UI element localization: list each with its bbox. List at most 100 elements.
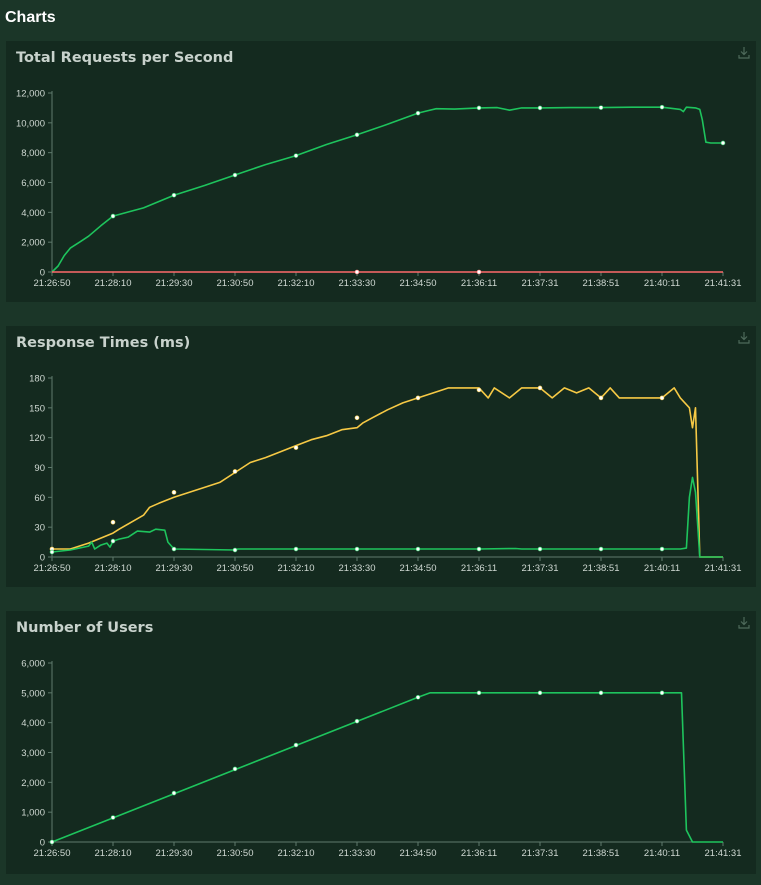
- x-tick-label: 21:41:31: [705, 563, 742, 574]
- x-tick-label: 21:26:50: [34, 278, 71, 289]
- x-tick-label: 21:26:50: [34, 563, 71, 574]
- y-tick-label: 180: [29, 374, 45, 385]
- x-tick-label: 21:36:11: [461, 278, 497, 289]
- series-point: [659, 690, 665, 696]
- series-point: [659, 395, 665, 401]
- series-point: [110, 213, 116, 219]
- y-tick-label: 1,000: [21, 808, 45, 819]
- x-tick-label: 21:26:50: [34, 848, 71, 859]
- series-point: [354, 718, 360, 724]
- response-times-chart: 0 30 60 90 120 150 180 21:26:50 21:28:10 21:29:30…: [29, 374, 742, 575]
- x-tick-label: 21:33:30: [339, 848, 376, 859]
- x-tick-label: 21:40:11: [644, 848, 680, 859]
- y-tick-label: 30: [34, 523, 45, 534]
- series-point: [415, 110, 421, 116]
- x-tick-label: 21:28:10: [95, 848, 132, 859]
- series-point: [49, 549, 55, 555]
- series-point: [293, 546, 299, 552]
- y-tick-label: 5,000: [21, 688, 45, 699]
- series-point: [598, 690, 604, 696]
- x-tick-label: 21:40:11: [644, 278, 680, 289]
- y-tick-label: 10,000: [16, 118, 45, 129]
- series-point: [171, 546, 177, 552]
- x-tick-label: 21:33:30: [339, 278, 376, 289]
- response-times-chart-panel: Response Times (ms) 0 30 60 90 120 150 180 21:2…: [6, 326, 756, 587]
- series-point: [354, 132, 360, 138]
- series-line: [52, 387, 723, 558]
- x-tick-label: 21:36:11: [461, 563, 497, 574]
- series-line: [51, 106, 723, 273]
- x-tick-label: 21:38:51: [583, 278, 620, 289]
- series-point: [293, 742, 299, 748]
- y-tick-label: 0: [40, 838, 45, 849]
- series-point: [476, 690, 482, 696]
- download-icon[interactable]: [737, 616, 751, 630]
- x-tick-label: 21:29:30: [156, 278, 193, 289]
- y-tick-label: 120: [29, 433, 45, 444]
- series-point: [354, 546, 360, 552]
- chart-title: Response Times (ms): [16, 335, 191, 351]
- series-point: [171, 790, 177, 796]
- series-point: [354, 415, 360, 421]
- series-point: [110, 815, 116, 820]
- series-point: [598, 546, 604, 552]
- x-tick-label: 21:32:10: [278, 563, 315, 574]
- x-tick-label: 21:34:50: [400, 563, 437, 574]
- series-point: [415, 395, 421, 401]
- download-icon[interactable]: [737, 46, 751, 60]
- series-point: [232, 172, 238, 178]
- series-point: [232, 547, 238, 553]
- series-point: [598, 105, 604, 110]
- x-tick-label: 21:38:51: [583, 563, 620, 574]
- series-point: [232, 469, 238, 474]
- chart-title: Number of Users: [16, 620, 154, 636]
- series-point: [110, 519, 116, 525]
- series-point: [537, 105, 543, 111]
- y-tick-label: 150: [29, 403, 45, 414]
- x-tick-label: 21:40:11: [644, 563, 680, 574]
- series-point: [354, 269, 360, 275]
- x-tick-label: 21:29:30: [156, 563, 193, 574]
- x-tick-label: 21:37:31: [522, 563, 559, 574]
- series-point: [171, 490, 177, 495]
- series-point: [415, 695, 421, 700]
- x-tick-label: 21:30:50: [217, 848, 254, 859]
- series-point: [537, 546, 543, 552]
- y-tick-label: 12,000: [16, 89, 45, 100]
- series-point: [537, 690, 543, 696]
- users-chart: 0 1,000 2,000 3,000 4,000 5,000 6,000 21:26:50 2…: [21, 659, 742, 860]
- x-tick-label: 21:28:10: [95, 278, 132, 289]
- download-icon[interactable]: [737, 331, 751, 345]
- x-tick-label: 21:36:11: [461, 848, 497, 859]
- y-tick-label: 6,000: [21, 178, 45, 189]
- x-tick-label: 21:32:10: [278, 848, 315, 859]
- series-point: [476, 105, 482, 111]
- y-tick-label: 4,000: [21, 208, 45, 219]
- y-tick-label: 6,000: [21, 659, 45, 670]
- x-tick-label: 21:29:30: [156, 848, 193, 859]
- series-point: [598, 395, 604, 401]
- page-title: Charts: [5, 9, 56, 26]
- x-tick-label: 21:32:10: [278, 278, 315, 289]
- x-tick-label: 21:34:50: [400, 278, 437, 289]
- series-point: [476, 269, 482, 275]
- y-tick-label: 4,000: [21, 718, 45, 729]
- series-point: [476, 546, 482, 552]
- x-tick-label: 21:41:31: [705, 848, 742, 859]
- y-tick-label: 2,000: [21, 778, 45, 789]
- series-point: [659, 546, 665, 552]
- y-tick-label: 60: [34, 493, 45, 504]
- series-point: [476, 387, 482, 393]
- x-tick-label: 21:38:51: [583, 848, 620, 859]
- x-tick-label: 21:37:31: [522, 848, 559, 859]
- y-tick-label: 0: [40, 268, 45, 279]
- y-tick-label: 90: [34, 463, 45, 474]
- chart-title: Total Requests per Second: [16, 50, 234, 66]
- series-line: [51, 692, 723, 843]
- series-point: [720, 140, 726, 146]
- series-point: [293, 153, 299, 158]
- x-tick-label: 21:37:31: [522, 278, 559, 289]
- series-point: [537, 385, 543, 391]
- x-tick-label: 21:34:50: [400, 848, 437, 859]
- series-point: [659, 104, 665, 110]
